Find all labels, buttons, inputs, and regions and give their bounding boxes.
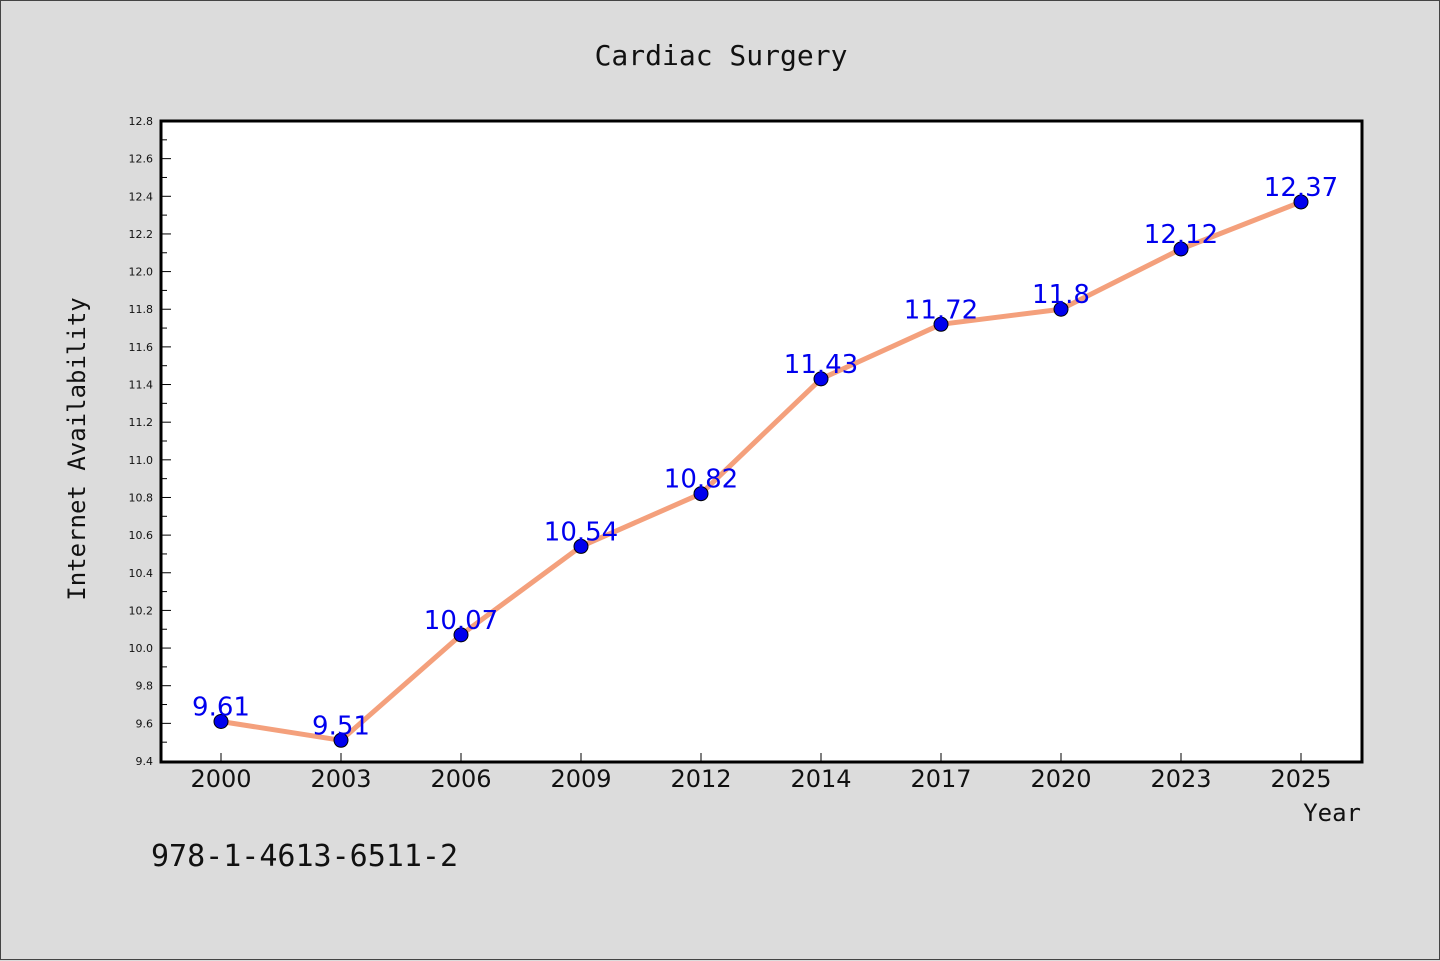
- y-tick-label: 12.2: [129, 228, 154, 241]
- chart-title: Cardiac Surgery: [595, 39, 848, 72]
- x-tick-label: 2006: [430, 765, 491, 793]
- x-tick-label: 2025: [1270, 765, 1331, 793]
- data-point: [573, 538, 589, 554]
- y-tick-label: 10.2: [129, 604, 154, 617]
- data-label: 9.61: [192, 692, 250, 722]
- x-tick-label: 2003: [310, 765, 371, 793]
- data-point: [813, 371, 829, 387]
- x-axis-ticks: 2000 2003 2006 2009 2012 2014 2017 2020 2023 2025: [190, 753, 1332, 793]
- y-tick-label: 12.8: [129, 115, 154, 128]
- x-tick-label: 2012: [670, 765, 731, 793]
- data-label: 11.8: [1032, 280, 1090, 310]
- data-label: 10.07: [424, 606, 498, 636]
- y-axis-ticks: 9.4 9.6 9.8 10.0 10.2 10.4 10.6 10.8 11.0 11.2 11.…: [129, 115, 171, 768]
- y-tick-label: 12.0: [129, 266, 154, 279]
- data-point: [1173, 241, 1189, 257]
- data-point: [1053, 301, 1069, 317]
- y-tick-label: 10.8: [129, 491, 154, 504]
- plot-area: [159, 119, 1364, 764]
- y-tick-label: 12.6: [129, 153, 154, 166]
- data-label: 11.72: [904, 295, 978, 325]
- y-tick-label: 9.6: [136, 717, 154, 730]
- data-point: [1293, 194, 1309, 210]
- isbn-footer: 978-1-4613-6511-2: [151, 839, 458, 874]
- y-tick-label: 9.8: [136, 680, 154, 693]
- data-labels: 9.61 9.51 10.07 10.54 10.82 11.43 11.72 11.8 12.…: [192, 173, 1338, 741]
- y-axis-label: Internet Availability: [63, 297, 91, 600]
- data-label: 10.82: [664, 465, 738, 495]
- data-label: 11.43: [784, 350, 858, 380]
- x-tick-label: 2017: [910, 765, 971, 793]
- data-point: [933, 316, 949, 332]
- x-tick-label: 2009: [550, 765, 611, 793]
- data-point: [333, 732, 349, 748]
- series-line: [218, 199, 1304, 743]
- data-point: [453, 627, 469, 643]
- data-label: 12.12: [1144, 220, 1218, 250]
- data-markers: [213, 194, 1309, 748]
- y-tick-label: 11.0: [129, 454, 154, 467]
- y-tick-label: 12.4: [129, 190, 154, 203]
- data-label: 9.51: [312, 711, 370, 741]
- data-point: [213, 713, 229, 729]
- data-label: 12.37: [1264, 173, 1338, 203]
- y-tick-label: 11.2: [129, 416, 154, 429]
- y-tick-label: 11.6: [129, 341, 154, 354]
- y-tick-label: 11.4: [129, 379, 154, 392]
- x-tick-label: 2014: [790, 765, 851, 793]
- y-tick-label: 9.4: [136, 755, 154, 768]
- y-tick-label: 10.6: [129, 529, 154, 542]
- x-tick-label: 2020: [1030, 765, 1091, 793]
- x-axis-label: Year: [1303, 799, 1361, 827]
- y-tick-label: 10.0: [129, 642, 154, 655]
- y-tick-label: 11.8: [129, 303, 154, 316]
- x-tick-label: 2000: [190, 765, 251, 793]
- x-tick-label: 2023: [1150, 765, 1211, 793]
- data-label: 10.54: [544, 517, 618, 547]
- data-point: [693, 486, 709, 502]
- y-tick-label: 10.4: [129, 567, 154, 580]
